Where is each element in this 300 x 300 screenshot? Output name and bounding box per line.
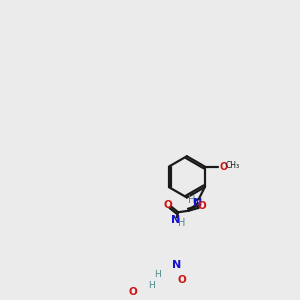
Text: N: N [171, 214, 180, 225]
Text: N: N [172, 260, 181, 270]
Text: O: O [164, 200, 172, 210]
Text: CH₃: CH₃ [225, 161, 239, 170]
Text: N: N [193, 198, 202, 208]
Text: O: O [178, 275, 186, 285]
Text: O: O [197, 201, 206, 211]
Text: H: H [188, 195, 195, 205]
Text: O: O [220, 161, 228, 172]
Text: H: H [148, 281, 155, 290]
Text: H: H [154, 270, 161, 279]
Text: H: H [178, 218, 186, 228]
Text: O: O [128, 287, 137, 297]
